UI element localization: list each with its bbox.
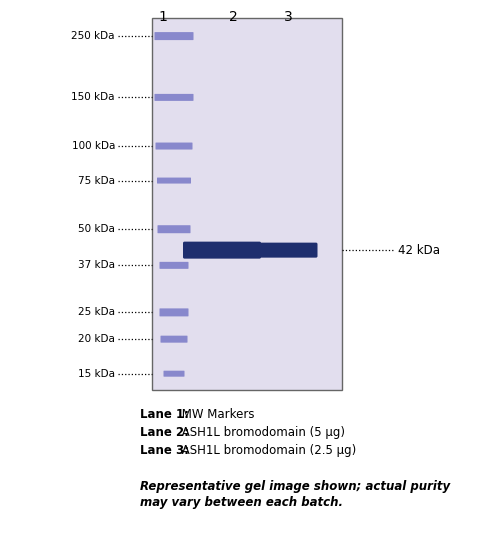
Text: 50 kDa: 50 kDa — [78, 224, 115, 234]
Text: 1: 1 — [158, 10, 167, 24]
Text: Representative gel image shown; actual purity: Representative gel image shown; actual p… — [140, 480, 449, 493]
Text: 250 kDa: 250 kDa — [72, 31, 115, 41]
Text: 15 kDa: 15 kDa — [78, 369, 115, 379]
Text: may vary between each batch.: may vary between each batch. — [140, 496, 342, 509]
Text: 42 kDa: 42 kDa — [397, 244, 439, 256]
FancyBboxPatch shape — [155, 143, 192, 150]
Text: 150 kDa: 150 kDa — [72, 92, 115, 103]
FancyBboxPatch shape — [163, 370, 184, 377]
FancyBboxPatch shape — [159, 308, 188, 316]
Text: 25 kDa: 25 kDa — [78, 307, 115, 318]
FancyBboxPatch shape — [154, 94, 193, 101]
Text: MW Markers: MW Markers — [178, 408, 254, 421]
FancyBboxPatch shape — [156, 178, 191, 184]
FancyBboxPatch shape — [154, 32, 193, 40]
FancyBboxPatch shape — [157, 225, 190, 233]
FancyBboxPatch shape — [182, 241, 261, 259]
Text: Lane 3:: Lane 3: — [140, 444, 189, 457]
Text: Lane 2:: Lane 2: — [140, 426, 189, 439]
Bar — [152, 18, 341, 390]
FancyBboxPatch shape — [160, 336, 187, 343]
FancyBboxPatch shape — [159, 262, 188, 269]
Text: ASH1L bromodomain (2.5 μg): ASH1L bromodomain (2.5 μg) — [178, 444, 356, 457]
Text: 100 kDa: 100 kDa — [72, 141, 115, 151]
Text: 3: 3 — [283, 10, 292, 24]
Text: 75 kDa: 75 kDa — [78, 176, 115, 186]
Text: 20 kDa: 20 kDa — [78, 334, 115, 344]
FancyBboxPatch shape — [252, 242, 317, 258]
Text: Lane 1:: Lane 1: — [140, 408, 189, 421]
Text: 2: 2 — [228, 10, 237, 24]
Text: 37 kDa: 37 kDa — [78, 260, 115, 271]
Text: ASH1L bromodomain (5 μg): ASH1L bromodomain (5 μg) — [178, 426, 345, 439]
